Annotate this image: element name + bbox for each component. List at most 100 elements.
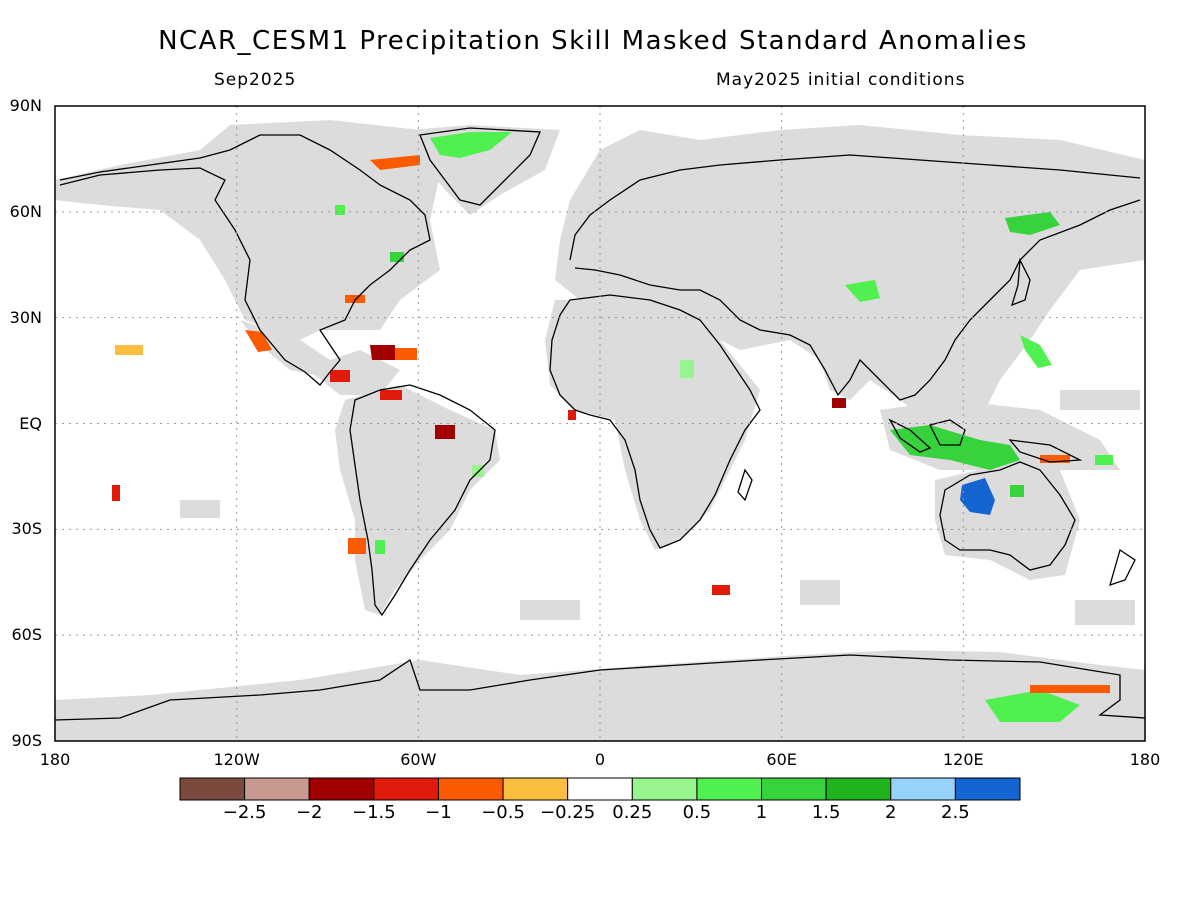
anom-atlantic-dry	[345, 295, 365, 303]
anom-caribbean-dry-2	[395, 348, 417, 360]
lon-label: 180	[39, 750, 71, 769]
anom-newguinea-dry	[1040, 455, 1070, 463]
coast-north-america	[59, 134, 431, 386]
colorbar-label: −1.5	[351, 802, 396, 823]
lon-label: 120W	[213, 750, 260, 769]
mask-south-pacific-patch	[1075, 600, 1135, 625]
colorbar-swatch	[890, 777, 956, 801]
coast-south-america	[349, 384, 496, 617]
lon-label: 60W	[400, 750, 437, 769]
coast-borneo	[929, 419, 966, 446]
coast-new-guinea	[1008, 439, 1083, 463]
colorbar-swatch	[502, 777, 569, 801]
colorbar-label: −2	[295, 802, 323, 823]
coast-africa	[549, 294, 761, 549]
anom-mexico-dry	[245, 330, 272, 352]
colorbar-swatch	[179, 777, 246, 801]
lat-label: EQ	[19, 413, 42, 433]
colorbar-label: 2	[885, 802, 897, 823]
colorbar-swatch	[954, 777, 1021, 801]
colorbar-label: 2.5	[941, 802, 970, 823]
mask-africa	[545, 300, 760, 550]
lon-label: 180	[1129, 750, 1161, 769]
coastlines	[54, 127, 1146, 721]
anom-central-america-dry	[330, 370, 350, 382]
colorbar-swatch	[761, 777, 827, 801]
anom-great-lakes-wet	[390, 252, 404, 262]
lat-label: 60N	[9, 201, 42, 221]
coast-madagascar	[737, 468, 753, 502]
mask-central-america	[240, 320, 400, 395]
colorbar-label: −1	[425, 802, 452, 823]
anom-greenland-wet	[430, 132, 512, 158]
coast-new-zealand	[1109, 548, 1136, 587]
anomaly-layer	[112, 132, 1113, 722]
lat-label: 60S	[11, 625, 42, 645]
coast-sumatra	[888, 418, 932, 453]
mask-eurasia	[555, 125, 1145, 430]
anom-central-asia-wet	[845, 280, 880, 302]
coast-greenland	[419, 127, 541, 206]
anom-caribbean-dry	[370, 345, 395, 360]
map-frame	[54, 105, 1146, 742]
lat-label: 30N	[9, 307, 42, 327]
colorbar-swatch	[696, 777, 763, 801]
page-title: NCAR_CESM1 Precipitation Skill Masked St…	[158, 26, 1028, 56]
lon-label: 60E	[766, 750, 797, 769]
anom-philippine-sea-wet	[1020, 335, 1052, 368]
anom-east-asia-wet	[1005, 212, 1060, 235]
colorbar-label: −2.5	[222, 802, 267, 823]
lat-label: 90N	[9, 96, 42, 115]
anom-south-atlantic-dry	[712, 585, 730, 595]
anom-sri-lanka-dry	[832, 398, 846, 408]
colorbar-swatch	[567, 777, 633, 801]
colorbar-swatch	[244, 777, 310, 801]
anom-australia-nw-strong	[960, 478, 995, 515]
coast-eurasia	[569, 154, 1141, 401]
initial-conditions: May2025 initial conditions	[716, 70, 966, 90]
anom-pacific-wet	[1095, 455, 1113, 465]
anom-venezuela-dry	[380, 390, 402, 400]
anom-argentina-dry	[348, 538, 366, 554]
mask-north-america	[55, 120, 440, 345]
coast-australia	[939, 461, 1076, 571]
lat-lon-grid	[55, 106, 1145, 741]
lon-label: 120E	[943, 750, 984, 769]
colorbar-swatch	[373, 777, 439, 801]
coast-antarctica	[54, 654, 1146, 721]
anom-alaska-wet	[335, 205, 345, 215]
colorbar	[179, 777, 1021, 801]
anom-australia-se-wet	[1010, 485, 1024, 497]
anom-west-africa-dry	[568, 410, 576, 420]
lat-label: 30S	[11, 519, 42, 539]
colorbar-swatch	[631, 777, 698, 801]
colorbar-label: 0.5	[682, 802, 712, 823]
mask-south-atlantic-patch	[520, 600, 580, 620]
coast-japan	[1010, 257, 1031, 307]
skill-mask-layer	[55, 120, 1145, 741]
anom-antarctic-wet	[985, 690, 1080, 722]
anom-pacific-dry	[112, 485, 120, 501]
mask-pacific-patch	[180, 500, 220, 518]
colorbar-label: 0.25	[612, 802, 653, 823]
anom-amazon-dry	[435, 425, 455, 439]
anom-hawaii-dry	[115, 345, 143, 355]
mask-indian-patch	[800, 580, 840, 605]
lon-label: 0	[594, 750, 606, 769]
colorbar-label: −0.25	[540, 802, 596, 823]
mask-equatorial-pacific-patch	[1060, 390, 1140, 410]
colorbar-swatch	[825, 777, 892, 801]
target-month: Sep2025	[214, 70, 297, 90]
colorbar-label: 1.5	[811, 802, 841, 823]
colorbar-swatch	[308, 777, 375, 801]
anom-arabia-wet	[680, 360, 694, 378]
colorbar-swatch	[437, 777, 504, 801]
anom-antarctic-dry	[1030, 685, 1110, 693]
lat-label: 90S	[11, 731, 42, 750]
colorbar-label: 1	[755, 802, 768, 823]
anom-maritime-wet	[890, 425, 1020, 470]
anom-canada-arctic-dry	[370, 155, 420, 170]
colorbar-label: −0.5	[481, 802, 525, 823]
anom-brazil-wet	[472, 465, 484, 477]
